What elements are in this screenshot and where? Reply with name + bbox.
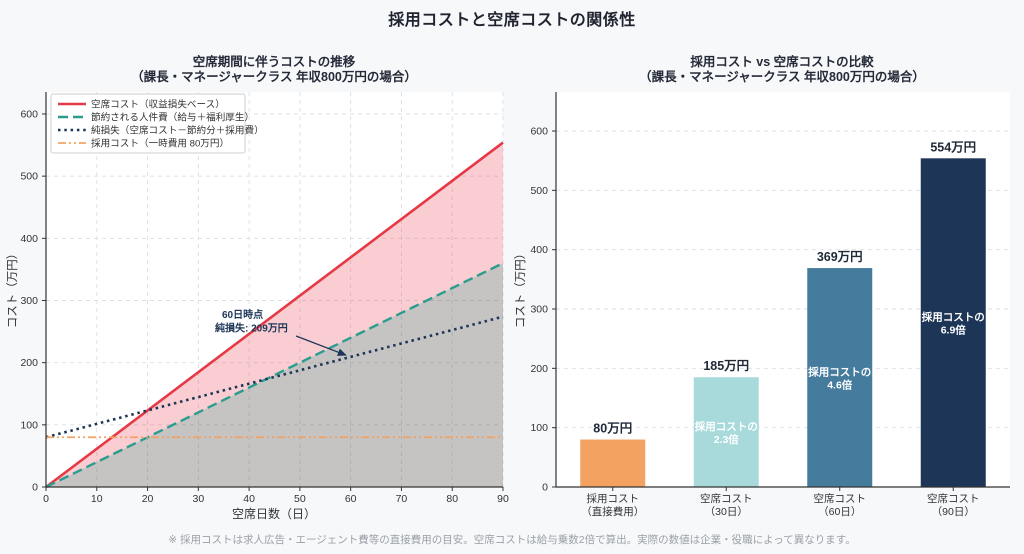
line-chart-ylabel: コスト（万円） <box>7 247 19 329</box>
x-tick-label: 80 <box>446 493 458 505</box>
bar-chart-title: 採用コスト vs 空席コストの比較 （課長・マネージャークラス 年収800万円の… <box>532 55 1024 85</box>
bar-value-label: 369万円 <box>817 250 863 264</box>
category-label-line1: 空席コスト <box>927 492 980 505</box>
line-chart-xlabel: 空席日数（日） <box>231 507 316 521</box>
x-tick-label: 70 <box>396 493 408 505</box>
bar-inner-label-line1: 採用コストの <box>922 311 985 324</box>
category-label-line1: 空席コスト <box>700 492 753 505</box>
category-label-line1: 採用コスト <box>587 492 640 505</box>
y-tick-label: 200 <box>530 363 548 375</box>
x-tick-label: 50 <box>294 493 306 505</box>
bar-inner-label-line1: 採用コストの <box>695 420 758 433</box>
bar-inner-label-line1: 採用コストの <box>808 366 871 379</box>
bar-value-label: 185万円 <box>703 359 749 373</box>
y-tick-label: 0 <box>32 482 38 494</box>
bar-chart-title-sub: （課長・マネージャークラス 年収800万円の場合） <box>639 70 925 84</box>
y-tick-label: 300 <box>20 295 38 307</box>
x-tick-label: 40 <box>243 493 255 505</box>
legend-item-label: 純損失（空席コスト－節約分＋採用費） <box>91 125 264 137</box>
x-tick-label: 90 <box>497 493 509 505</box>
footnote: ※ 採用コストは求人広告・エージェント費等の直接費用の目安。空席コストは給与乗数… <box>168 534 856 546</box>
bar-1 <box>693 377 759 487</box>
bar-value-label: 554万円 <box>930 140 976 154</box>
x-tick-label: 20 <box>142 493 154 505</box>
y-tick-label: 100 <box>530 422 548 434</box>
category-label-line2: （30日） <box>705 506 748 518</box>
y-tick-label: 0 <box>542 482 548 494</box>
y-tick-label: 400 <box>530 244 548 256</box>
line-chart-title-main: 空席期間に伴うコストの推移 <box>192 55 356 69</box>
y-tick-label: 500 <box>530 185 548 197</box>
bar-3 <box>920 158 986 487</box>
line-chart-title: 空席期間に伴うコストの推移 （課長・マネージャークラス 年収800万円の場合） <box>24 55 524 85</box>
bar-chart-title-main: 採用コスト vs 空席コストの比較 <box>690 55 874 69</box>
category-label-line2: （90日） <box>932 506 975 518</box>
bar-inner-label-line2: 2.3倍 <box>714 433 740 446</box>
bar-inner-label-line2: 6.9倍 <box>941 324 967 337</box>
x-tick-label: 30 <box>192 493 204 505</box>
line-chart-plot-area <box>46 92 503 487</box>
legend-box <box>50 93 246 154</box>
category-label-line1: 空席コスト <box>814 492 867 505</box>
y-tick-label: 400 <box>20 233 38 245</box>
y-tick-label: 600 <box>20 108 38 120</box>
legend-item-label: 採用コスト（一時費用 80万円） <box>91 138 229 150</box>
legend-item-label: 空席コスト（収益損失ベース） <box>91 99 225 111</box>
x-tick-label: 0 <box>43 493 49 505</box>
bar-0 <box>580 439 646 487</box>
legend-item-label: 節約される人件費（給与＋福利厚生） <box>91 112 254 124</box>
y-tick-label: 200 <box>20 357 38 369</box>
x-tick-label: 60 <box>345 493 357 505</box>
annotation-arrow <box>295 335 347 356</box>
category-label-line2: （60日） <box>818 506 861 518</box>
series-line-1 <box>45 262 504 489</box>
bar-chart-ylabel: コスト（万円） <box>515 247 527 329</box>
line-chart-title-sub: （課長・マネージャークラス 年収800万円の場合） <box>131 70 417 84</box>
annotation-text-line2: 純損失: 209万円 <box>215 322 288 335</box>
bar-inner-label-line2: 4.6倍 <box>827 379 853 392</box>
x-tick-label: 10 <box>91 493 103 505</box>
series-line-0 <box>45 141 504 489</box>
y-tick-label: 600 <box>530 126 548 138</box>
bar-2 <box>807 268 873 487</box>
page-title: 採用コストと空席コストの関係性 <box>388 12 636 29</box>
y-tick-label: 300 <box>530 304 548 316</box>
category-label-line2: （直接費用） <box>581 505 644 518</box>
y-tick-label: 100 <box>20 419 38 431</box>
annotation-text-line1: 60日時点 <box>222 308 263 321</box>
y-tick-label: 500 <box>20 171 38 183</box>
bar-value-label: 80万円 <box>593 422 632 436</box>
